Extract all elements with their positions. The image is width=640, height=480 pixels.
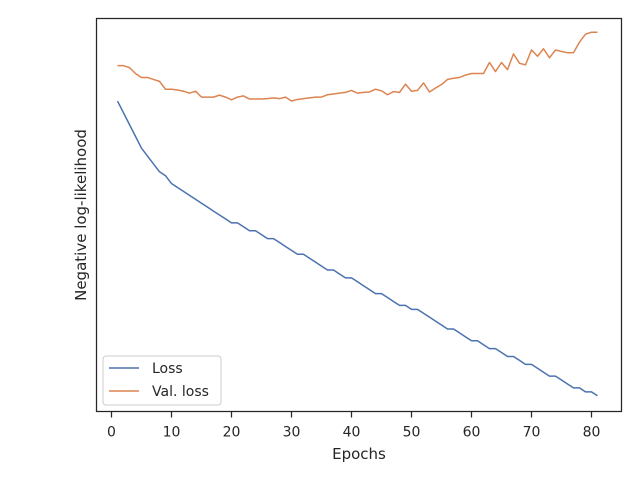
- x-tick-label: 20: [223, 425, 241, 441]
- x-tick-label: 50: [403, 425, 421, 441]
- x-tick-label: 30: [283, 425, 301, 441]
- legend: Loss Val. loss: [102, 355, 222, 406]
- x-tick-label: 40: [343, 425, 361, 441]
- x-axis-label: Epochs: [332, 445, 386, 463]
- x-tick-label: 70: [523, 425, 541, 441]
- series-line-loss: [116, 100, 598, 397]
- plot-area: [95, 17, 623, 413]
- x-tick-label: 0: [107, 425, 116, 441]
- x-tick-label: 10: [163, 425, 181, 441]
- legend-label-val-loss: Val. loss: [152, 384, 209, 400]
- legend-label-loss: Loss: [152, 361, 183, 377]
- series-line-val-loss: [117, 31, 598, 102]
- x-tick-label: 60: [463, 425, 481, 441]
- x-axis: 0 10 20 30 40 50 60 70 80: [107, 411, 601, 441]
- series-group: [116, 31, 598, 397]
- y-axis-label: Negative log-likelihood: [72, 129, 90, 301]
- x-tick-label: 80: [583, 425, 601, 441]
